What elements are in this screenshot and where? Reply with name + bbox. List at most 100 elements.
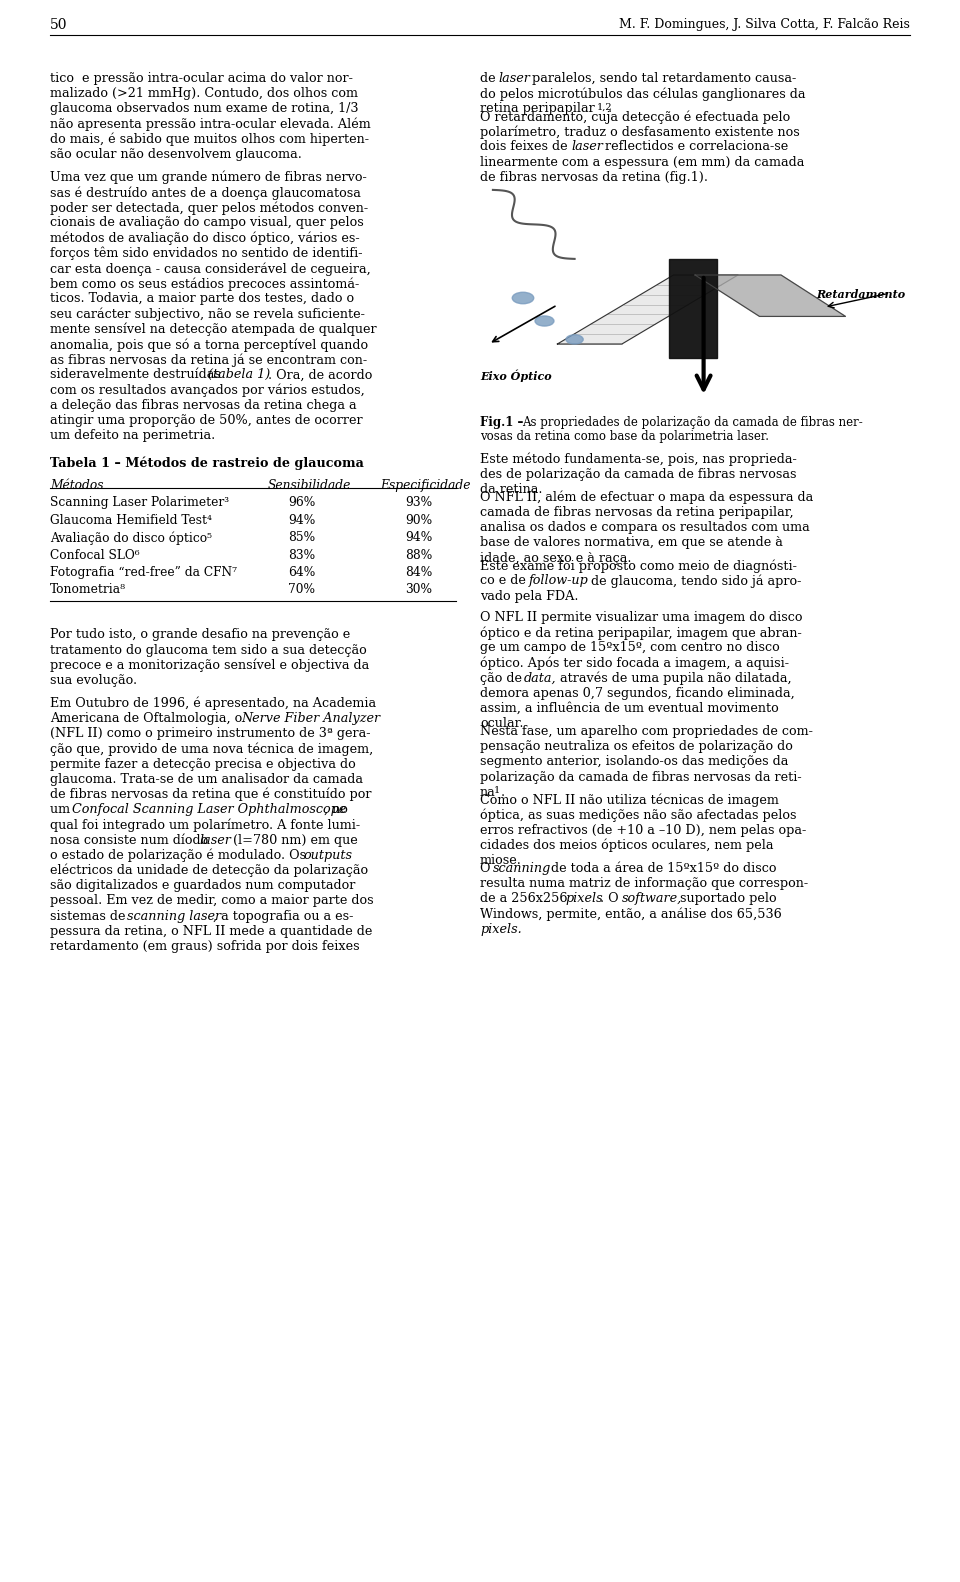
- Text: com os resultados avançados por vários estudos,: com os resultados avançados por vários e…: [50, 383, 365, 397]
- Text: são ocular não desenvolvem glaucoma.: são ocular não desenvolvem glaucoma.: [50, 149, 301, 161]
- Text: Nerve Fiber Analyzer: Nerve Fiber Analyzer: [241, 712, 380, 725]
- Text: 1: 1: [494, 786, 500, 794]
- Text: na: na: [480, 786, 495, 799]
- Text: ticos. Todavia, a maior parte dos testes, dado o: ticos. Todavia, a maior parte dos testes…: [50, 293, 354, 305]
- Text: são digitalizados e guardados num computador: são digitalizados e guardados num comput…: [50, 880, 355, 892]
- Text: Em Outubro de 1996, é apresentado, na Academia: Em Outubro de 1996, é apresentado, na Ac…: [50, 696, 376, 710]
- Text: a deleção das fibras nervosas da retina chega a: a deleção das fibras nervosas da retina …: [50, 399, 356, 411]
- Text: 70%: 70%: [288, 584, 315, 596]
- Text: de glaucoma, tendo sido já apro-: de glaucoma, tendo sido já apro-: [587, 574, 802, 589]
- Text: de toda a área de 15ºx15º do disco: de toda a área de 15ºx15º do disco: [547, 862, 777, 875]
- Text: segmento anterior, isolando-os das medições da: segmento anterior, isolando-os das mediç…: [480, 755, 788, 769]
- Text: Especificidade: Especificidade: [380, 479, 470, 492]
- Text: Nesta fase, um aparelho com propriedades de com-: Nesta fase, um aparelho com propriedades…: [480, 725, 813, 737]
- Text: tratamento do glaucoma tem sido a sua detecção: tratamento do glaucoma tem sido a sua de…: [50, 644, 367, 657]
- Text: 50: 50: [50, 17, 67, 32]
- Text: Americana de Oftalmologia, o: Americana de Oftalmologia, o: [50, 712, 247, 725]
- Polygon shape: [558, 275, 738, 343]
- Text: 30%: 30%: [405, 584, 432, 596]
- Polygon shape: [669, 259, 716, 358]
- Text: Windows, permite, então, a análise dos 65,536: Windows, permite, então, a análise dos 6…: [480, 908, 781, 921]
- Text: mente sensível na detecção atempada de qualquer: mente sensível na detecção atempada de q…: [50, 323, 376, 337]
- Text: de: de: [480, 73, 499, 85]
- Text: 96%: 96%: [288, 497, 315, 509]
- Text: polarímetro, traduz o desfasamento existente nos: polarímetro, traduz o desfasamento exist…: [480, 125, 800, 139]
- Text: laser: laser: [199, 834, 230, 846]
- Text: , no: , no: [324, 804, 348, 816]
- Ellipse shape: [513, 293, 534, 304]
- Text: qual foi integrado um polarímetro. A fonte lumi-: qual foi integrado um polarímetro. A fon…: [50, 818, 360, 832]
- Text: Fig.1 –: Fig.1 –: [480, 416, 527, 429]
- Text: precoce e a monitorização sensível e objectiva da: precoce e a monitorização sensível e obj…: [50, 658, 370, 672]
- Text: um defeito na perimetria.: um defeito na perimetria.: [50, 429, 215, 443]
- Text: follow-up: follow-up: [529, 574, 588, 587]
- Text: des de polarização da camada de fibras nervosas: des de polarização da camada de fibras n…: [480, 468, 797, 481]
- Text: óptico. Após ter sido focada a imagem, a aquisi-: óptico. Após ter sido focada a imagem, a…: [480, 657, 789, 671]
- Text: um: um: [50, 804, 74, 816]
- Text: ção que, provido de uma nova técnica de imagem,: ção que, provido de uma nova técnica de …: [50, 742, 373, 756]
- Text: , a topografia ou a es-: , a topografia ou a es-: [213, 910, 353, 922]
- Text: pessoal. Em vez de medir, como a maior parte dos: pessoal. Em vez de medir, como a maior p…: [50, 894, 373, 908]
- Text: car esta doença - causa considerável de cegueira,: car esta doença - causa considerável de …: [50, 263, 371, 275]
- Text: miose.: miose.: [480, 854, 522, 867]
- Text: 85%: 85%: [288, 532, 315, 544]
- Text: suportado pelo: suportado pelo: [676, 892, 777, 905]
- Text: malizado (>21 mmHg). Contudo, dos olhos com: malizado (>21 mmHg). Contudo, dos olhos …: [50, 87, 358, 100]
- Text: O NFL II permite visualizar uma imagem do disco: O NFL II permite visualizar uma imagem d…: [480, 611, 803, 623]
- Text: 94%: 94%: [288, 514, 315, 527]
- Text: 83%: 83%: [288, 549, 315, 562]
- Text: software,: software,: [622, 892, 683, 905]
- Text: glaucoma. Trata-se de um analisador da camada: glaucoma. Trata-se de um analisador da c…: [50, 772, 363, 786]
- Text: linearmente com a espessura (em mm) da camada: linearmente com a espessura (em mm) da c…: [480, 155, 804, 169]
- Text: cidades dos meios ópticos oculares, nem pela: cidades dos meios ópticos oculares, nem …: [480, 838, 774, 853]
- Text: co e de: co e de: [480, 574, 530, 587]
- Text: seu carácter subjectivo, não se revela suficiente-: seu carácter subjectivo, não se revela s…: [50, 307, 365, 321]
- Text: laser: laser: [571, 141, 603, 153]
- Text: Glaucoma Hemifield Test⁴: Glaucoma Hemifield Test⁴: [50, 514, 212, 527]
- Text: 1,2: 1,2: [597, 103, 612, 111]
- Text: erros refractivos (de +10 a –10 D), nem pelas opa-: erros refractivos (de +10 a –10 D), nem …: [480, 824, 806, 837]
- Text: . O: . O: [600, 892, 623, 905]
- Text: Avaliação do disco óptico⁵: Avaliação do disco óptico⁵: [50, 532, 212, 544]
- Text: pixels.: pixels.: [480, 922, 521, 935]
- Text: sas é destruído antes de a doença glaucomatosa: sas é destruído antes de a doença glauco…: [50, 187, 361, 199]
- Text: Tabela 1 – Métodos de rastreio de glaucoma: Tabela 1 – Métodos de rastreio de glauco…: [50, 457, 364, 470]
- Text: 64%: 64%: [288, 566, 315, 579]
- Text: polarização da camada de fibras nervosas da reti-: polarização da camada de fibras nervosas…: [480, 770, 802, 783]
- Text: pixels: pixels: [565, 892, 603, 905]
- Text: Eixo Óptico: Eixo Óptico: [480, 369, 552, 381]
- Text: reflectidos e correlaciona-se: reflectidos e correlaciona-se: [601, 141, 788, 153]
- Text: Por tudo isto, o grande desafio na prevenção e: Por tudo isto, o grande desafio na preve…: [50, 628, 350, 641]
- Text: . Ora, de acordo: . Ora, de acordo: [268, 369, 372, 381]
- Text: M. F. Domingues, J. Silva Cotta, F. Falcão Reis: M. F. Domingues, J. Silva Cotta, F. Falc…: [619, 17, 910, 32]
- Text: assim, a influência de um eventual movimento: assim, a influência de um eventual movim…: [480, 702, 779, 715]
- Text: O: O: [480, 862, 494, 875]
- Text: 84%: 84%: [405, 566, 432, 579]
- Text: scanning: scanning: [493, 862, 551, 875]
- Text: idade, ao sexo e à raça.: idade, ao sexo e à raça.: [480, 552, 632, 565]
- Text: O retardamento, cuja detecção é efectuada pelo: O retardamento, cuja detecção é efectuad…: [480, 111, 790, 123]
- Text: (l=780 nm) em que: (l=780 nm) em que: [229, 834, 358, 846]
- Text: Tonometria⁸: Tonometria⁸: [50, 584, 126, 596]
- Text: Confocal Scanning Laser Ophthalmoscope: Confocal Scanning Laser Ophthalmoscope: [72, 804, 347, 816]
- Ellipse shape: [566, 335, 584, 343]
- Text: base de valores normativa, em que se atende à: base de valores normativa, em que se ate…: [480, 536, 782, 549]
- Text: .: .: [501, 786, 505, 799]
- Text: da retina.: da retina.: [480, 483, 542, 497]
- Text: bem como os seus estádios precoces assintomá-: bem como os seus estádios precoces assin…: [50, 277, 359, 291]
- Text: glaucoma observados num exame de rotina, 1/3: glaucoma observados num exame de rotina,…: [50, 103, 358, 115]
- Text: (tabela 1): (tabela 1): [208, 369, 271, 381]
- Text: métodos de avaliação do disco óptico, vários es-: métodos de avaliação do disco óptico, vá…: [50, 231, 360, 245]
- Text: outputs: outputs: [303, 848, 352, 862]
- Text: pensação neutraliza os efeitos de polarização do: pensação neutraliza os efeitos de polari…: [480, 740, 793, 753]
- Text: Scanning Laser Polarimeter³: Scanning Laser Polarimeter³: [50, 497, 229, 509]
- Text: 90%: 90%: [405, 514, 432, 527]
- Text: poder ser detectada, quer pelos métodos conven-: poder ser detectada, quer pelos métodos …: [50, 201, 368, 215]
- Text: Como o NFL II não utiliza técnicas de imagem: Como o NFL II não utiliza técnicas de im…: [480, 793, 779, 807]
- Text: Sensibilidade: Sensibilidade: [268, 479, 351, 492]
- Text: ocular.: ocular.: [480, 717, 523, 731]
- Text: vosas da retina como base da polarimetria laser.: vosas da retina como base da polarimetri…: [480, 430, 769, 443]
- Text: retina peripapilar: retina peripapilar: [480, 103, 595, 115]
- Text: .: .: [608, 103, 612, 115]
- Polygon shape: [695, 275, 846, 316]
